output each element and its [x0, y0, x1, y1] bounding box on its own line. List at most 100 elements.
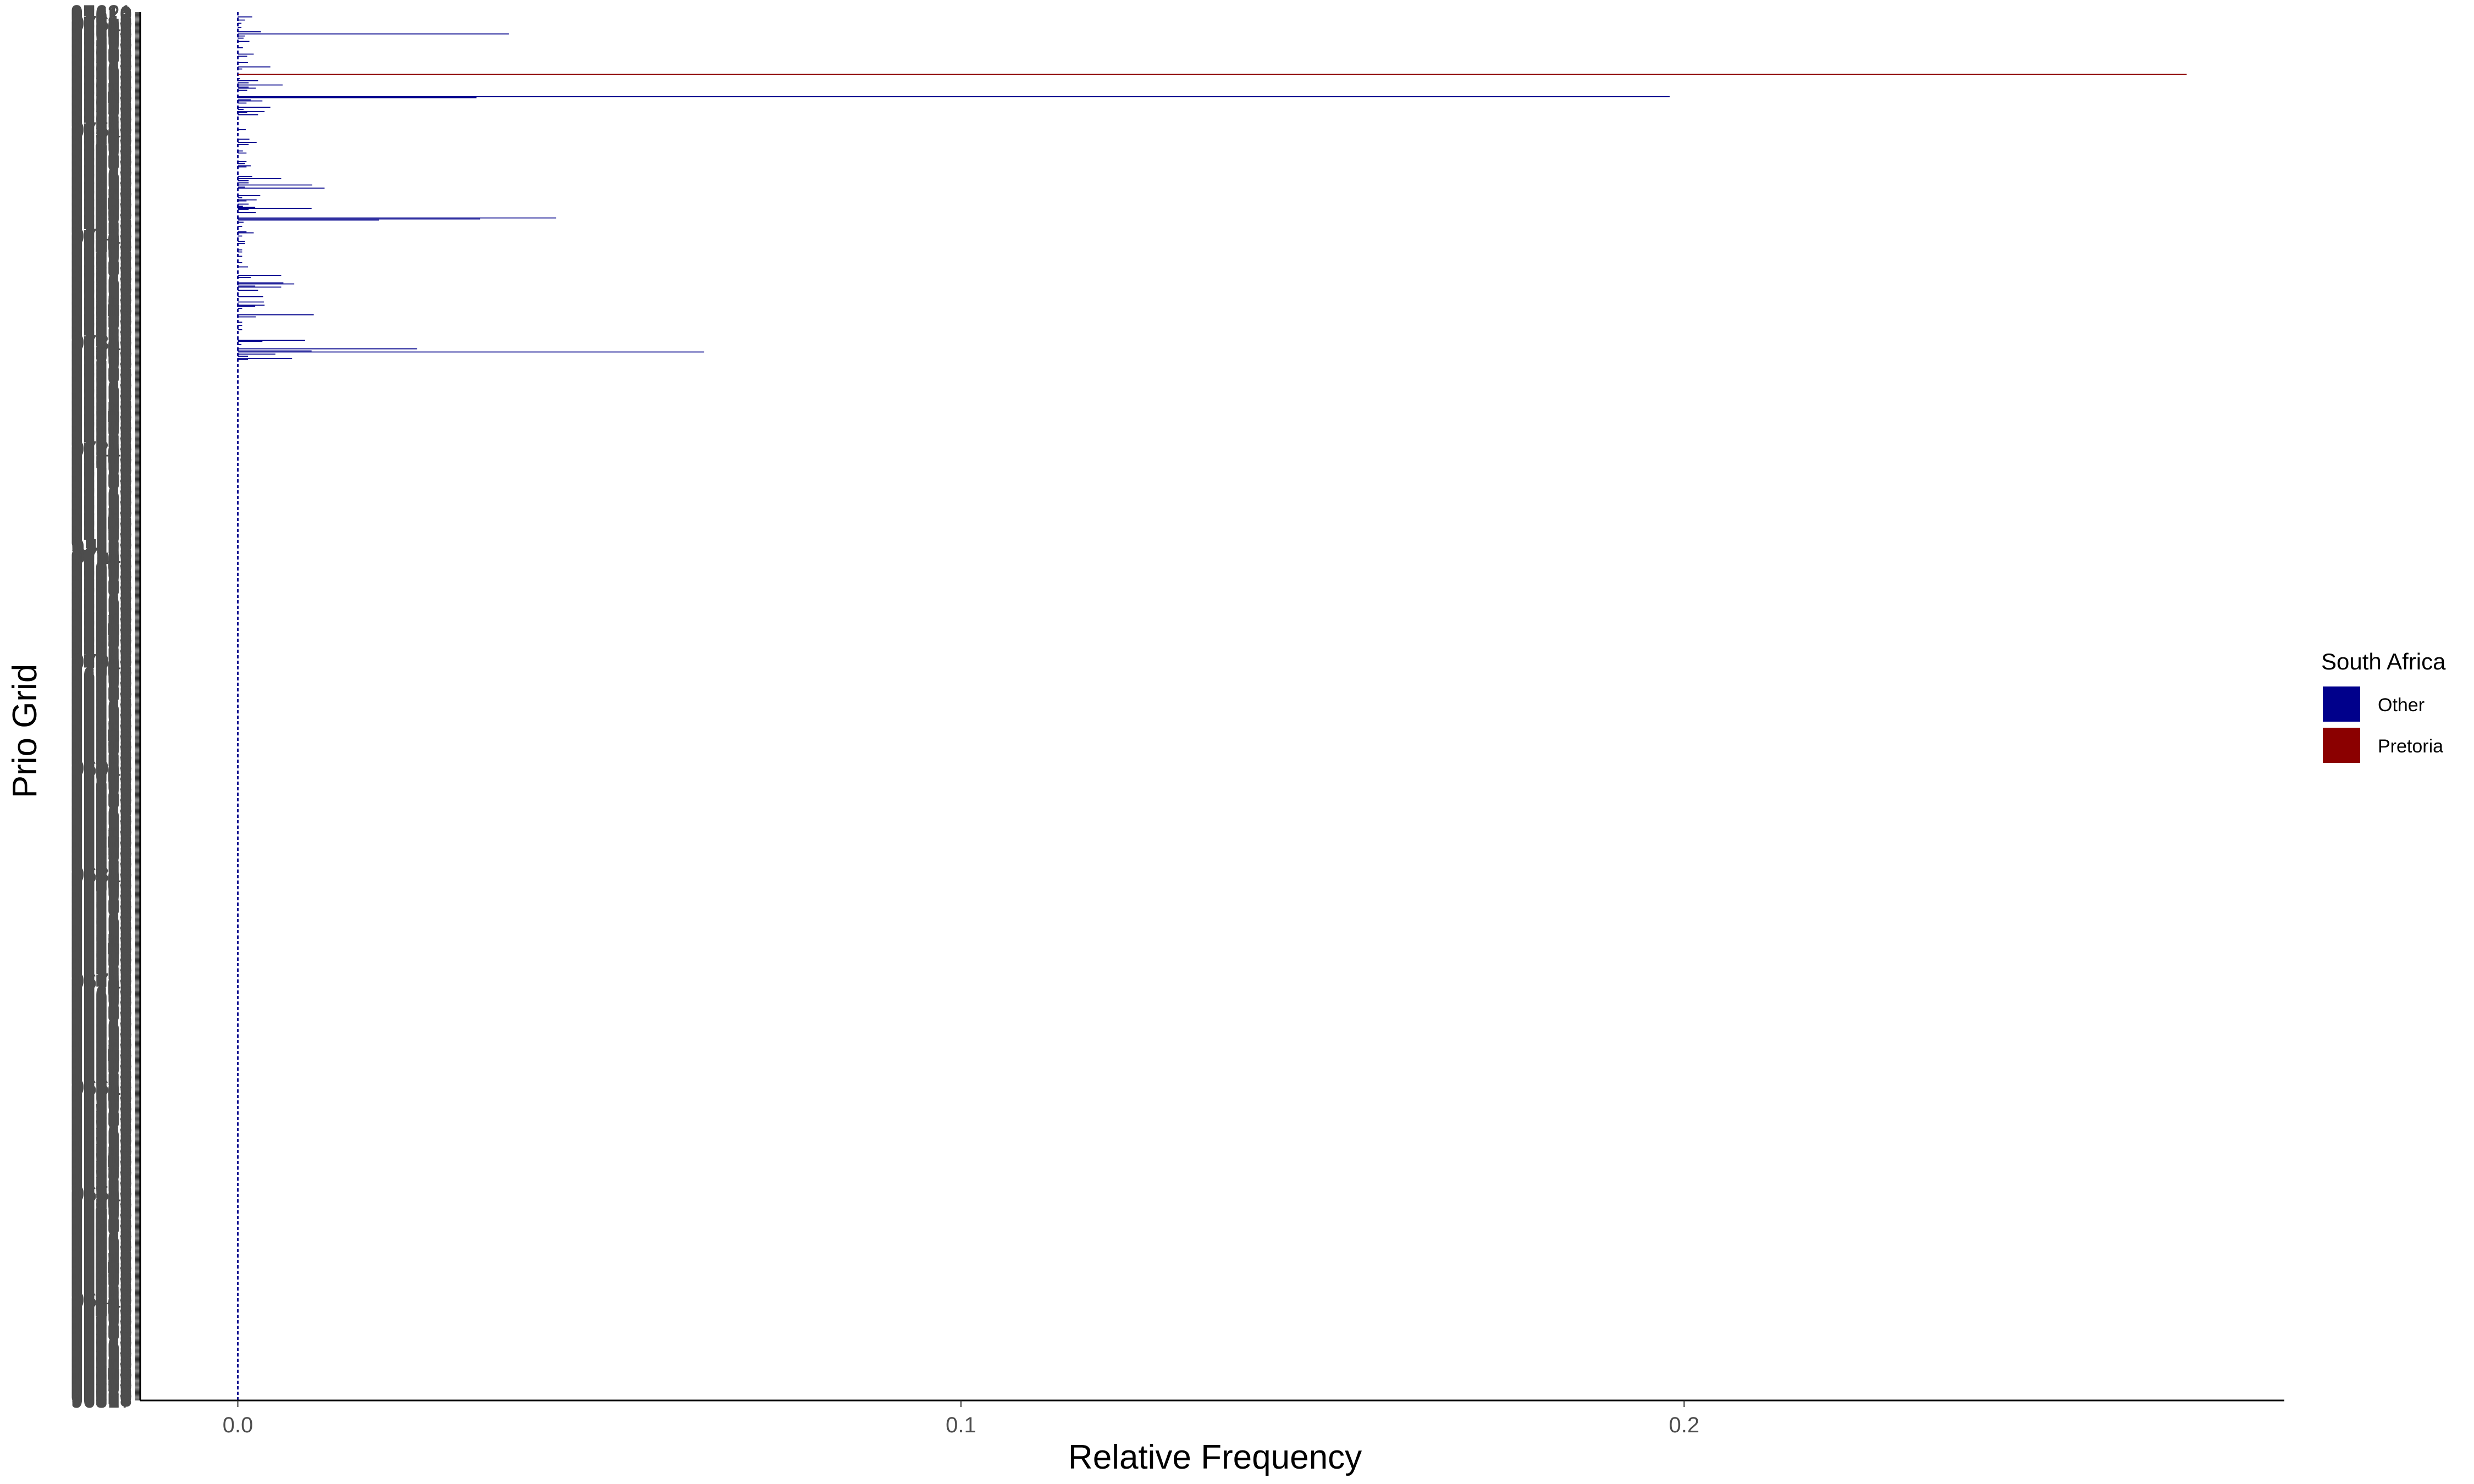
bar-other: [238, 184, 313, 186]
y-tick-label: 97566: [71, 59, 132, 84]
y-tick-label: 97559: [71, 67, 132, 91]
bar-other: [238, 226, 242, 227]
bar-other: [238, 209, 249, 210]
bar-other: [238, 285, 256, 287]
y-tick-label: 97497: [71, 133, 132, 157]
y-tick-label: 97560: [71, 66, 132, 90]
y-tick-label: 97518: [71, 110, 132, 135]
bar-other: [238, 277, 251, 278]
bar-other: [238, 100, 263, 102]
y-tick-label: 97618: [71, 4, 132, 29]
y-tick-label: 97495: [71, 135, 132, 159]
bar-other: [238, 203, 249, 205]
y-tick-label: 97515: [71, 114, 132, 138]
y-tick-label: 97577: [71, 48, 132, 72]
y-tick-label: 97519: [71, 109, 132, 134]
y-tick-label: 97563: [71, 63, 132, 87]
y-tick-label: 97496: [71, 134, 132, 158]
y-tick-label: 97610: [71, 13, 132, 37]
bar-other: [238, 111, 265, 112]
bar-other: [238, 241, 245, 242]
x-tick-label: 0.2: [1669, 1413, 1699, 1437]
y-tick-label: 97517: [71, 112, 132, 136]
y-tick-label: 97554: [71, 73, 132, 97]
y-tick-label: 97548: [71, 79, 132, 103]
y-tick-label: 97601: [71, 23, 132, 47]
y-tick-label: 97603: [71, 20, 132, 45]
bar-other: [238, 316, 256, 318]
bar-other: [238, 322, 242, 323]
y-tick-label: 97516: [71, 113, 132, 137]
bar-other: [238, 180, 249, 181]
bar-other: [238, 329, 242, 330]
legend-title: South Africa: [2321, 649, 2446, 674]
y-tick-label: 97545: [71, 82, 132, 106]
y-tick-label: 97541: [71, 86, 132, 110]
y-tick-label: 97498: [71, 132, 132, 156]
y-tick-label: 97493: [71, 137, 132, 162]
bar-other: [238, 218, 481, 220]
y-tick-label: 97542: [71, 85, 132, 109]
y-tick-label: 97586: [71, 38, 132, 63]
y-tick-label: 97574: [71, 51, 132, 75]
y-tick-label: 97612: [71, 10, 132, 35]
y-tick-label: 97491: [71, 140, 132, 164]
bar-other: [238, 37, 244, 39]
y-tick-label: 97503: [71, 126, 132, 151]
bar-other: [238, 78, 240, 79]
bar-other: [238, 200, 247, 202]
bar-other: [238, 262, 242, 263]
bar-other: [238, 186, 245, 188]
bar-other: [238, 35, 245, 37]
bar-other: [238, 96, 1670, 97]
y-tick-label: 97487: [71, 143, 132, 168]
x-ticks: 0.0 0.1 0.2: [223, 1400, 1699, 1437]
y-tick-label: 97543: [71, 84, 132, 108]
bar-other: [238, 232, 254, 234]
y-tick-label: 97615: [71, 8, 132, 32]
y-tick-label: 97511: [73, 118, 132, 142]
bar-other: [238, 222, 244, 223]
bar-other: [238, 212, 256, 213]
y-tick-label: 97609: [71, 14, 132, 38]
y-tick-label: 97571: [71, 54, 132, 79]
y-tick-label: 97593: [71, 31, 132, 55]
bar-other: [238, 41, 250, 42]
bar-other: [238, 208, 312, 209]
y-tick-label: 97600: [71, 24, 132, 48]
y-tick-label: 97614: [71, 9, 132, 33]
bar-other: [238, 243, 245, 244]
bar-other: [238, 90, 247, 91]
bar-other: [238, 195, 261, 196]
bar-other: [238, 197, 242, 198]
bar-other: [238, 275, 281, 276]
bar-other: [238, 82, 249, 84]
y-tick-label: 97512: [71, 117, 132, 141]
bar-other: [238, 27, 242, 28]
bar-other: [238, 66, 270, 68]
y-tick-label: 97599: [71, 25, 132, 49]
bar-other: [238, 348, 417, 350]
bar-other: [238, 166, 247, 168]
bar-other: [238, 306, 256, 307]
bar-other: [238, 107, 270, 108]
y-tick-label: 97583: [71, 42, 132, 66]
bar-other: [238, 56, 247, 57]
bar-other: [238, 165, 251, 167]
bar-other: [238, 251, 242, 253]
y-tick-label: 97550: [71, 76, 132, 101]
y-tick-label: 97605: [71, 18, 132, 42]
y-tick-label: 97617: [71, 5, 132, 30]
y-tick-label: 97540: [71, 87, 132, 112]
y-tick-label: 97533: [71, 95, 132, 119]
bar-other: [238, 235, 242, 237]
bar-other: [238, 102, 247, 104]
y-tick-label: 97536: [71, 91, 132, 115]
bar-other: [238, 286, 281, 288]
y-tick-label: 97582: [71, 42, 132, 67]
y-tick-label: 97572: [71, 53, 132, 77]
y-tick-label: 97607: [71, 16, 132, 40]
bar-other: [238, 176, 252, 177]
bar-other: [238, 217, 556, 219]
